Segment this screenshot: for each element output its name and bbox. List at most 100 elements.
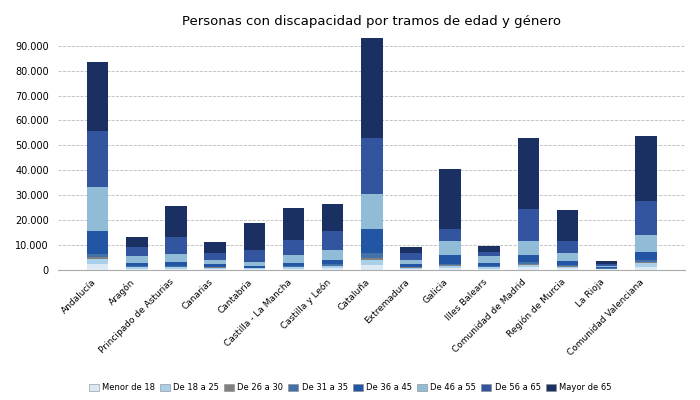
Bar <box>478 263 500 266</box>
Bar <box>204 268 226 269</box>
Bar <box>556 210 578 241</box>
Bar <box>126 262 148 266</box>
Bar <box>596 267 617 268</box>
Bar <box>244 250 265 262</box>
Bar <box>517 267 539 270</box>
Bar <box>400 264 421 267</box>
Bar <box>440 265 461 266</box>
Bar <box>322 204 344 231</box>
Bar <box>87 259 108 264</box>
Bar <box>361 254 382 258</box>
Bar <box>635 201 657 236</box>
Bar <box>400 254 421 260</box>
Bar <box>556 267 578 268</box>
Title: Personas con discapacidad por tramos de edad y género: Personas con discapacidad por tramos de … <box>182 15 561 28</box>
Bar <box>165 267 187 269</box>
Bar <box>478 252 500 256</box>
Bar <box>556 253 578 261</box>
Bar <box>440 242 461 255</box>
Bar <box>283 255 304 262</box>
Bar <box>478 266 500 267</box>
Bar <box>517 264 539 265</box>
Bar <box>361 38 382 138</box>
Bar <box>165 206 187 238</box>
Bar <box>87 62 108 131</box>
Bar <box>440 266 461 268</box>
Bar <box>126 256 148 262</box>
Bar <box>283 266 304 267</box>
Bar <box>556 265 578 266</box>
Bar <box>517 265 539 267</box>
Bar <box>283 262 304 266</box>
Bar <box>517 208 539 241</box>
Bar <box>478 269 500 270</box>
Bar <box>165 269 187 270</box>
Bar <box>322 266 344 268</box>
Bar <box>635 264 657 267</box>
Bar <box>165 238 187 254</box>
Bar <box>87 231 108 254</box>
Bar <box>283 240 304 255</box>
Bar <box>635 236 657 252</box>
Bar <box>204 264 226 266</box>
Bar <box>361 138 382 194</box>
Bar <box>596 266 617 267</box>
Bar <box>517 138 539 208</box>
Bar <box>204 260 226 264</box>
Bar <box>440 255 461 264</box>
Bar <box>87 131 108 187</box>
Bar <box>440 169 461 229</box>
Bar <box>126 269 148 270</box>
Bar <box>478 256 500 263</box>
Bar <box>283 267 304 269</box>
Bar <box>244 262 265 266</box>
Bar <box>517 241 539 254</box>
Bar <box>244 223 265 250</box>
Bar <box>556 241 578 253</box>
Bar <box>556 268 578 270</box>
Bar <box>635 262 657 264</box>
Bar <box>165 266 187 267</box>
Bar <box>361 228 382 254</box>
Bar <box>87 258 108 259</box>
Bar <box>244 269 265 270</box>
Bar <box>556 261 578 265</box>
Bar <box>204 242 226 253</box>
Bar <box>87 264 108 270</box>
Bar <box>635 260 657 262</box>
Bar <box>440 229 461 242</box>
Bar <box>556 266 578 267</box>
Bar <box>361 260 382 265</box>
Bar <box>283 208 304 240</box>
Bar <box>517 254 539 262</box>
Bar <box>361 258 382 260</box>
Bar <box>400 260 421 264</box>
Bar <box>87 254 108 258</box>
Bar <box>126 247 148 256</box>
Bar <box>126 267 148 269</box>
Bar <box>596 261 617 264</box>
Bar <box>517 262 539 264</box>
Bar <box>635 136 657 201</box>
Bar <box>440 268 461 270</box>
Bar <box>204 253 226 260</box>
Bar <box>322 268 344 270</box>
Bar <box>361 194 382 228</box>
Bar <box>322 264 344 266</box>
Bar <box>87 187 108 231</box>
Bar <box>322 231 344 250</box>
Bar <box>165 254 187 262</box>
Bar <box>400 269 421 270</box>
Bar <box>322 250 344 260</box>
Bar <box>204 266 226 267</box>
Legend: Menor de 18, De 18 a 25, De 26 a 30, De 31 a 35, De 36 a 45, De 46 a 55, De 56 a: Menor de 18, De 18 a 25, De 26 a 30, De … <box>85 380 615 396</box>
Bar <box>400 268 421 269</box>
Bar <box>126 237 148 247</box>
Bar <box>440 264 461 265</box>
Bar <box>596 264 617 266</box>
Bar <box>478 246 500 252</box>
Bar <box>283 269 304 270</box>
Bar <box>244 268 265 269</box>
Bar <box>400 247 421 254</box>
Bar <box>244 266 265 268</box>
